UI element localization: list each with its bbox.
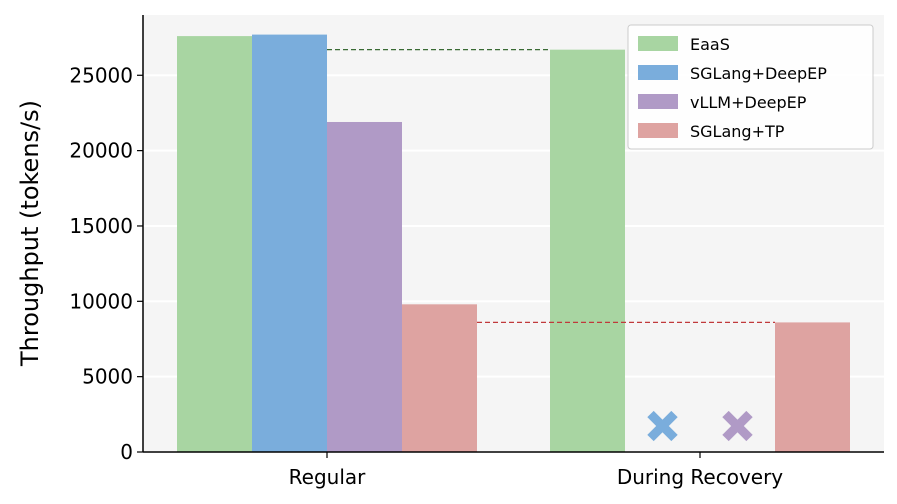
- cross-icon: [647, 410, 678, 442]
- bar: [550, 49, 625, 452]
- cross-stroke: [722, 410, 753, 442]
- y-tick-label: 5000: [82, 365, 133, 389]
- cross-icon: [722, 410, 753, 442]
- bar: [775, 322, 850, 452]
- y-tick-label: 0: [120, 440, 133, 464]
- x-tick-label: During Recovery: [617, 465, 783, 489]
- y-tick-label: 15000: [69, 214, 133, 238]
- reference-lines: [327, 49, 775, 324]
- legend-swatch: [638, 123, 678, 138]
- cross-stroke: [647, 410, 678, 442]
- tick-labels: 0 5000 10000 15000 20000 25000 Regular During R…: [69, 63, 783, 489]
- y-axis-label: Throughput (tokens/s): [16, 100, 44, 367]
- axes: [137, 15, 884, 458]
- legend-swatch: [638, 94, 678, 109]
- x-tick-label: Regular: [289, 465, 366, 489]
- y-tick-label: 10000: [69, 289, 133, 313]
- legend-label: SGLang+TP: [690, 122, 785, 141]
- bar: [252, 34, 327, 452]
- legend-swatch: [638, 36, 678, 51]
- legend-swatch: [638, 65, 678, 80]
- bars-group: [177, 34, 850, 452]
- legend-label: vLLM+DeepEP: [690, 93, 807, 112]
- y-tick-label: 20000: [69, 139, 133, 163]
- legend: EaaS SGLang+DeepEP vLLM+DeepEP SGLang+TP: [627, 24, 874, 150]
- bar: [402, 304, 477, 452]
- bar: [177, 36, 252, 452]
- legend-label: SGLang+DeepEP: [690, 64, 827, 83]
- y-tick-label: 25000: [69, 63, 133, 87]
- bar: [327, 121, 402, 452]
- legend-label: EaaS: [690, 35, 730, 54]
- legend-box: [627, 24, 874, 150]
